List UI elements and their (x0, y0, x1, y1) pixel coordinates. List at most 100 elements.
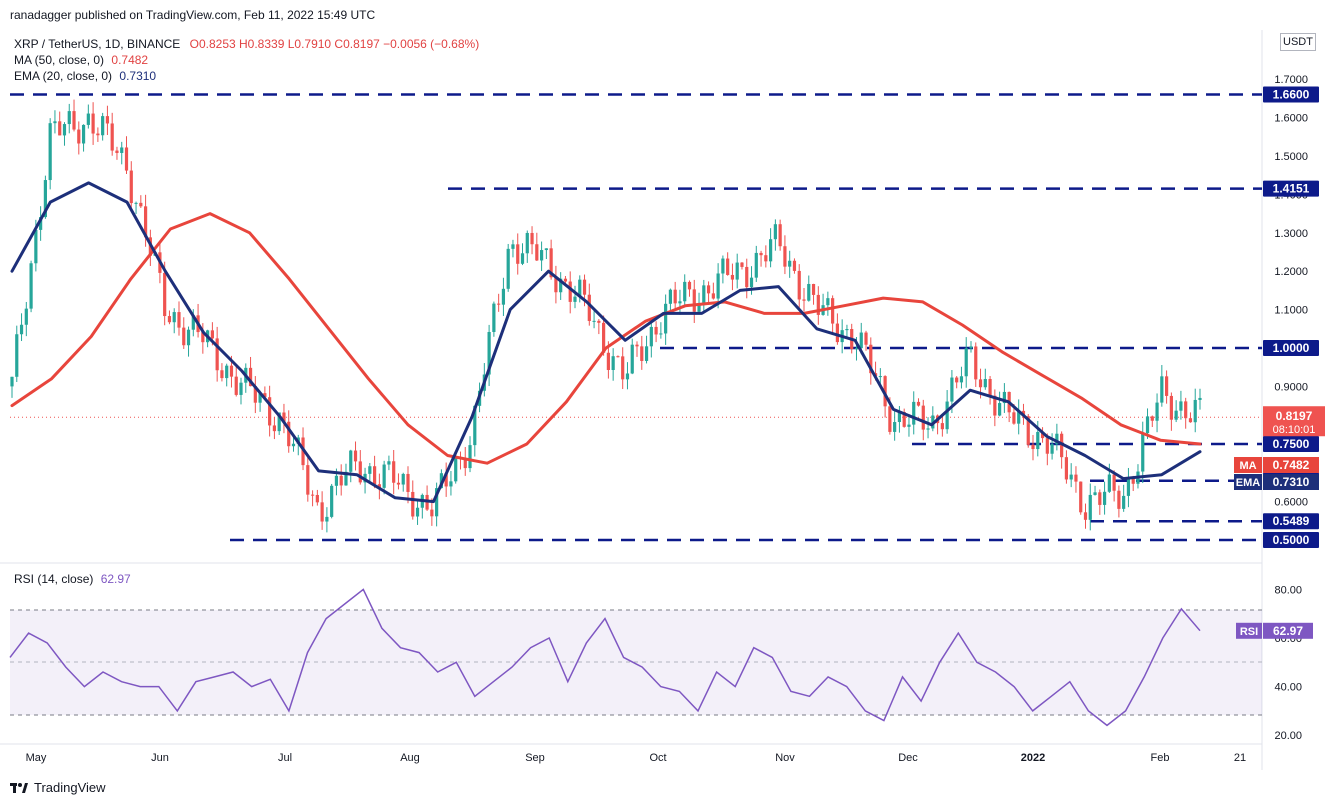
ema-tag-value-bg (1263, 474, 1319, 490)
candle-body (888, 406, 892, 432)
candle-body (559, 278, 563, 293)
candle-body (53, 121, 57, 124)
candle-body (239, 382, 243, 395)
candle-body (134, 202, 138, 204)
ema-tag-value: 0.7310 (1273, 475, 1310, 489)
candle-body (15, 334, 19, 377)
candle-body (1079, 481, 1083, 513)
level-label-bg (1263, 436, 1319, 452)
candle-body (573, 296, 577, 302)
candle-body (258, 393, 262, 403)
candle-body (454, 457, 458, 482)
candle-body (10, 376, 14, 387)
candle-body (392, 461, 396, 483)
candle-body (1198, 397, 1202, 400)
candle-body (1174, 410, 1178, 420)
candle-body (802, 299, 806, 301)
candle-body (1074, 474, 1078, 482)
level-label-bg (1263, 340, 1319, 356)
candle-body (678, 301, 682, 304)
symbol-label: XRP / TetherUS, 1D, BINANCE (14, 37, 181, 51)
footer-brand: TradingView (10, 780, 106, 795)
candle-body (220, 370, 224, 379)
candle-body (807, 283, 811, 301)
ma-row: MA (50, close, 0) 0.7482 (14, 52, 479, 68)
candle-body (449, 481, 453, 487)
price-tick-label: 1.2000 (1274, 266, 1308, 278)
price-tick-label: 1.5000 (1274, 151, 1308, 163)
indicator-lines (10, 181, 1202, 504)
level-label: 1.4151 (1273, 182, 1310, 196)
candle-body (854, 348, 859, 350)
candle-body (859, 332, 863, 349)
candle-body (1145, 416, 1150, 434)
candle-body (349, 450, 353, 472)
candle-body (315, 494, 319, 503)
candle-body (702, 285, 706, 304)
candle-body (664, 303, 668, 334)
candle-body (334, 475, 339, 486)
candle-body (969, 346, 973, 349)
candle-body (764, 255, 768, 262)
candle-body (1064, 457, 1069, 480)
candle-body (974, 346, 978, 380)
level-label: 0.5489 (1273, 514, 1310, 528)
candle-body (945, 401, 949, 430)
candle-body (988, 378, 992, 396)
candle-body (955, 377, 959, 383)
candle-body (530, 232, 534, 245)
candle-body (525, 232, 529, 254)
candle-body (563, 278, 568, 282)
ma-tag-name: MA (1239, 460, 1256, 472)
candle-body (897, 411, 902, 423)
chart-legend: XRP / TetherUS, 1D, BINANCE O0.8253 H0.8… (14, 36, 479, 84)
candle-body (883, 376, 887, 407)
currency-unit-button[interactable]: USDT (1280, 33, 1316, 51)
candle-body (1017, 410, 1021, 424)
candle-body (554, 277, 558, 293)
candle-body (34, 229, 38, 264)
candle-body (1117, 490, 1121, 509)
candle-body (640, 346, 644, 361)
candle-body (210, 330, 214, 339)
candle-body (878, 376, 882, 378)
candle-body (511, 244, 515, 249)
ma-tag-name-bg (1234, 457, 1262, 473)
candle-body (602, 322, 606, 353)
candle-body (606, 352, 610, 370)
candle-body (950, 377, 954, 402)
candle-body (749, 277, 754, 288)
last-price-label: 0.8197 (1276, 409, 1313, 423)
candle-body (1160, 376, 1164, 403)
candle-body (792, 260, 797, 271)
candle-body (435, 488, 439, 517)
candle-body (754, 252, 758, 278)
candle-body (1184, 401, 1188, 419)
candle-body (1112, 474, 1116, 491)
rsi-tag-value-bg (1263, 622, 1313, 639)
candle-body (81, 124, 86, 144)
candle-body (611, 356, 615, 370)
candle-body (535, 244, 539, 261)
time-axis: May Jun Jul Aug Sep Oct Nov Dec 2022 Feb 21 (26, 752, 1247, 764)
candle-body (592, 320, 596, 322)
candle-body (1107, 474, 1111, 492)
candle-body (377, 484, 381, 488)
ohlc-values: O0.8253 H0.8339 L0.7910 C0.8197 −0.0056 … (189, 37, 480, 51)
candle-body (902, 411, 906, 427)
candle-body (406, 473, 410, 492)
candle-body (788, 260, 792, 267)
rsi-polyline (9, 588, 1201, 727)
level-label-bg (1263, 532, 1319, 548)
ma-tag-value-bg (1263, 457, 1319, 473)
candle-body (940, 423, 944, 430)
candle-body (587, 294, 591, 321)
candle-body (978, 379, 983, 388)
candle-body (697, 303, 701, 312)
candle-body (167, 316, 172, 323)
candle-body (1131, 477, 1135, 484)
candle-body (835, 323, 839, 343)
level-label: 1.0000 (1273, 341, 1310, 355)
candle-body (86, 113, 90, 125)
